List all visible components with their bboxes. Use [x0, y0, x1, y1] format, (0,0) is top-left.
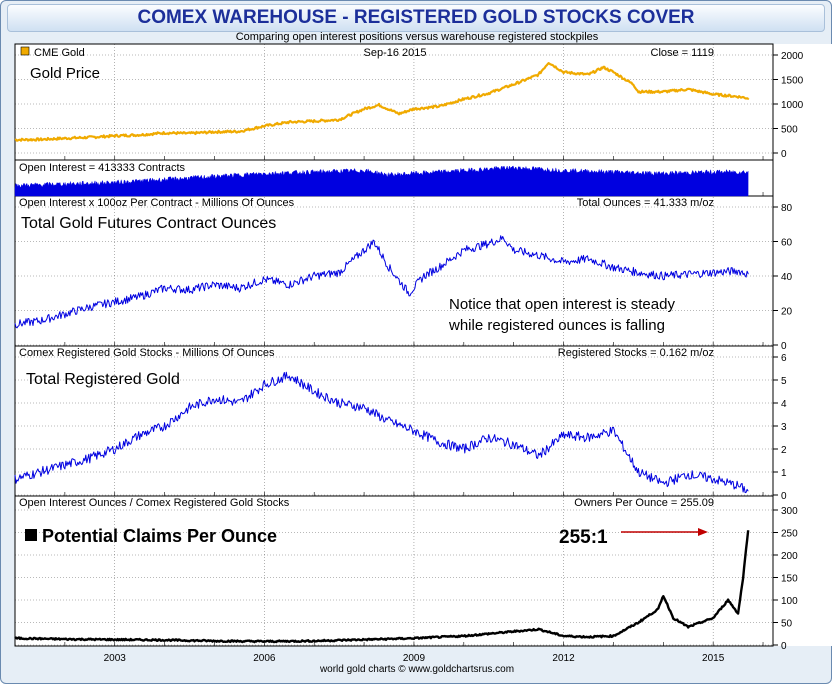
y-tick-label: 1000	[781, 100, 804, 111]
x-tick-label-2003: 2003	[104, 653, 127, 664]
y-tick-label: 20	[781, 307, 793, 318]
y-tick-label: 6	[781, 353, 787, 364]
y-tick-label: 60	[781, 238, 793, 249]
annotation-registered-gold: Total Registered Gold	[26, 371, 180, 388]
y-tick-label: 1500	[781, 76, 804, 87]
y-tick-label: 4	[781, 399, 787, 410]
chart-subtitle: Comparing open interest positions versus…	[235, 31, 599, 43]
chart-title: COMEX WAREHOUSE - REGISTERED GOLD STOCKS…	[137, 7, 695, 28]
legend-registered-stocks: Comex Registered Gold Stocks - Millions …	[19, 347, 275, 359]
y-tick-label: 100	[781, 596, 798, 607]
panel-3-plot-area	[14, 195, 774, 347]
legend-open-interest: Open Interest = 413333 Contracts	[19, 162, 186, 174]
y-tick-label: 2	[781, 445, 787, 456]
series-line-5	[14, 529, 750, 644]
y-tick-label: 50	[781, 619, 793, 630]
right-axis-strip	[773, 44, 832, 646]
y-tick-label: 5	[781, 376, 787, 387]
y-tick-label: 250	[781, 529, 798, 540]
series-line-3	[14, 235, 749, 329]
series-line-4	[14, 371, 749, 494]
x-tick-label-2009: 2009	[403, 653, 426, 664]
note-line-2: while registered ounces is falling	[448, 317, 665, 334]
y-tick-label: 300	[781, 506, 798, 517]
y-tick-label: 0	[781, 641, 787, 652]
legend-owners-per-ounce: Open Interest Ounces / Comex Registered …	[19, 497, 290, 509]
callout-255-1: 255:1	[559, 527, 608, 548]
annotation-claims-per-ounce: Potential Claims Per Ounce	[42, 526, 277, 546]
chart-footer: world gold charts © www.goldchartsrus.co…	[319, 664, 515, 675]
chart-date: Sep-16 2015	[364, 47, 427, 59]
y-tick-label: 1	[781, 468, 787, 479]
series-line-1	[14, 62, 750, 142]
panel-4-plot-area	[14, 345, 774, 497]
annotation-gold-price: Gold Price	[30, 65, 100, 82]
y-tick-label: 0	[781, 341, 787, 352]
stat-close: Close = 1119	[651, 47, 715, 59]
y-tick-label: 150	[781, 574, 798, 585]
annotation-futures-ounces: Total Gold Futures Contract Ounces	[21, 215, 276, 232]
y-tick-label: 2000	[781, 51, 804, 62]
x-tick-label-2015: 2015	[702, 653, 725, 664]
y-tick-label: 80	[781, 203, 793, 214]
legend-swatch-claims	[25, 529, 37, 541]
legend-total-ounces: Open Interest x 100oz Per Contract - Mil…	[19, 197, 295, 209]
y-tick-label: 200	[781, 551, 798, 562]
y-tick-label: 0	[781, 149, 787, 160]
x-tick-label-2006: 2006	[253, 653, 276, 664]
open-interest-area	[14, 165, 749, 197]
x-tick-label-2012: 2012	[552, 653, 575, 664]
legend-swatch-cme-gold	[20, 46, 30, 56]
panel-5-plot-area	[14, 495, 774, 647]
y-tick-label: 40	[781, 272, 793, 283]
y-tick-label: 500	[781, 125, 798, 136]
title-bar: COMEX WAREHOUSE - REGISTERED GOLD STOCKS…	[7, 4, 825, 32]
note-line-1: Notice that open interest is steady	[449, 296, 675, 313]
y-tick-label: 3	[781, 422, 787, 433]
stat-total-ounces: Total Ounces = 41.333 m/oz	[577, 197, 714, 209]
callout-arrow-head	[698, 528, 708, 536]
panel-1-plot-area	[14, 43, 774, 161]
stat-owners-per-ounce: Owners Per Ounce = 255.09	[574, 497, 714, 509]
y-tick-label: 0	[781, 491, 787, 502]
stat-registered-stocks: Registered Stocks = 0.162 m/oz	[558, 347, 714, 359]
legend-cme-gold: CME Gold	[34, 47, 85, 59]
